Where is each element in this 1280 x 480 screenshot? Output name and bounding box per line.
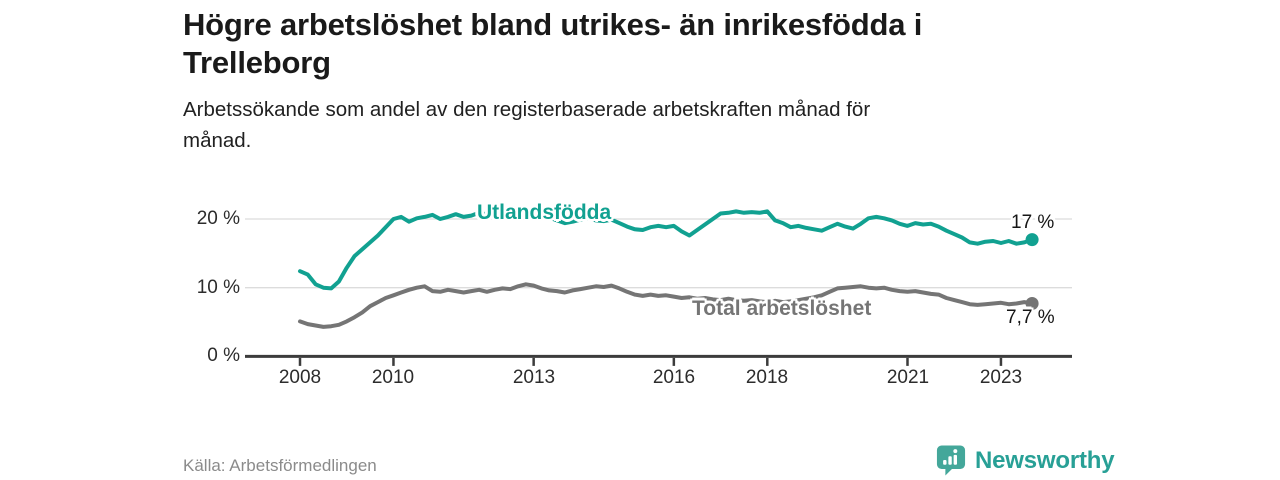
y-tick-label-0: 0 % <box>207 345 240 366</box>
series-line-total <box>298 282 1035 329</box>
newsworthy-wordmark: Newsworthy <box>975 446 1115 474</box>
y-tick-label-10: 10 % <box>196 277 240 298</box>
series-label-total-arbetsloshet: Total arbetslöshet <box>692 297 872 320</box>
x-tick-label-2018: 2018 <box>745 367 789 388</box>
newsworthy-icon <box>936 445 966 476</box>
x-tick-label-2021: 2021 <box>886 367 930 388</box>
y-tick-label-20: 20 % <box>196 208 240 229</box>
title-line-2: Trelleborg <box>183 45 331 80</box>
page-title: Högre arbetslöshet bland utrikes- än inr… <box>183 6 1103 82</box>
newsworthy-logo[interactable]: Newsworthy <box>936 444 1115 477</box>
series-label-utlandsfodda: Utlandsfödda <box>477 201 612 224</box>
x-tick-label-2008: 2008 <box>278 367 322 388</box>
x-tick-label-2023: 2023 <box>979 367 1023 388</box>
end-dot-total <box>1025 297 1039 310</box>
x-tick-label-2016: 2016 <box>652 367 696 388</box>
end-dot-utlandsfodda <box>1025 233 1039 247</box>
subtitle-line-2: månad. <box>183 129 252 152</box>
x-tick-label-2013: 2013 <box>512 367 556 388</box>
chart-subtitle: Arbetssökande som andel av den registerb… <box>183 94 1063 156</box>
subtitle-line-1: Arbetssökande som andel av den registerb… <box>183 98 871 121</box>
x-tick-label-2010: 2010 <box>371 367 415 388</box>
series-line-utlandsfodda <box>298 209 1035 291</box>
title-line-1: Högre arbetslöshet bland utrikes- än inr… <box>183 7 923 42</box>
end-value-total: 7,7 % <box>1006 307 1055 328</box>
source-note: Källa: Arbetsförmedlingen <box>183 456 377 475</box>
end-value-utlandsfodda: 17 % <box>1011 212 1055 233</box>
